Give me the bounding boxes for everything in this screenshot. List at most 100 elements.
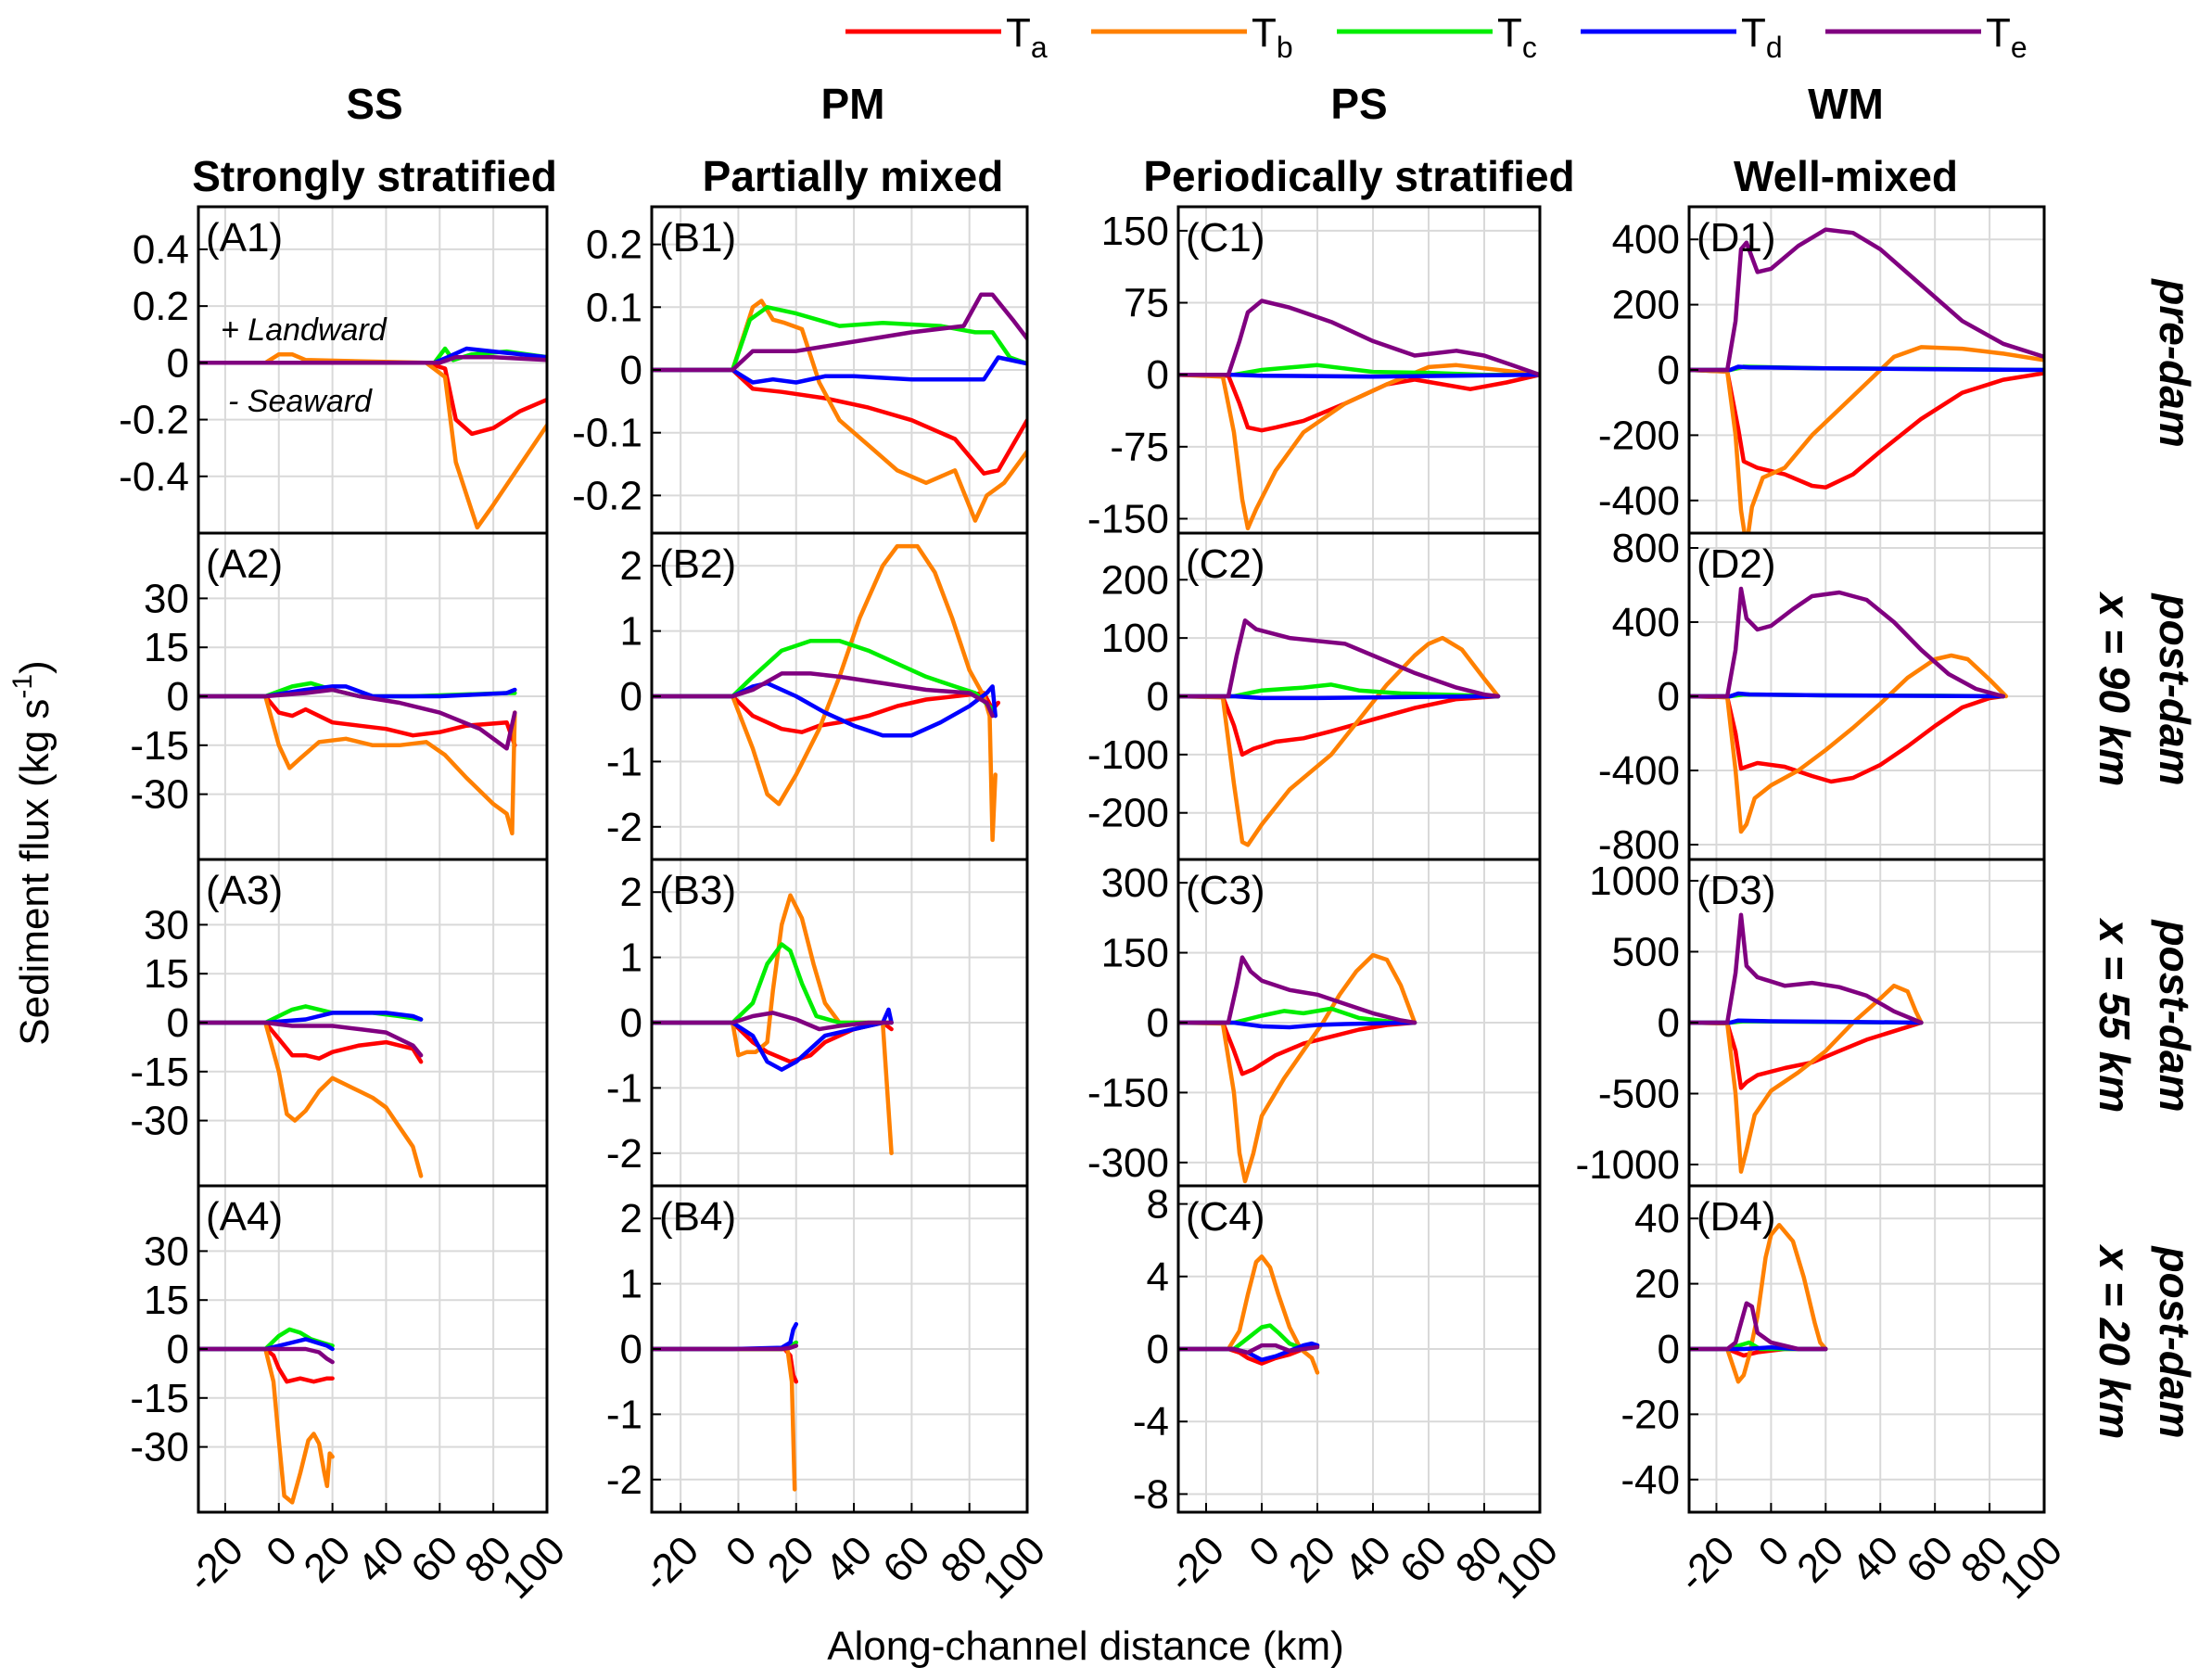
panel-frame-c4 — [1176, 1184, 1542, 1514]
series-group-d1 — [1689, 227, 2044, 533]
y-tick-label: 40 — [1634, 1196, 1680, 1241]
y-tick-label: -30 — [130, 772, 189, 818]
series-ta-line — [652, 367, 1027, 476]
panel-label-b4: (B4) — [659, 1194, 736, 1240]
series-td-line — [652, 355, 1027, 385]
y-axis-label-sup: -1 — [7, 674, 38, 699]
series-tb-line — [198, 1346, 335, 1505]
y-tick-label: 0 — [620, 674, 642, 719]
y-tick-label: 15 — [144, 951, 189, 997]
series-ta-line — [652, 691, 1001, 734]
y-tick-label: -400 — [1598, 478, 1680, 524]
series-ta-line — [1689, 1020, 1924, 1090]
y-tick-label: -15 — [130, 1376, 189, 1421]
panel-frame-d4 — [1687, 1184, 2046, 1514]
x-tick-label: 100 — [1487, 1527, 1568, 1608]
row-label-x-90: x = 90 km — [2091, 591, 2139, 786]
y-tick-label: 8 — [1147, 1182, 1169, 1228]
column-title-ps: Periodically stratified — [1143, 152, 1574, 200]
x-tick-label: 60 — [874, 1527, 938, 1591]
y-tick-label: -40 — [1621, 1457, 1680, 1503]
y-tick-label: 0 — [167, 674, 189, 719]
legend-label: T — [1986, 10, 2011, 56]
y-tick-label: -150 — [1087, 1070, 1169, 1115]
panel-label-b1: (B1) — [659, 215, 736, 261]
series-te-line — [1689, 912, 1924, 1025]
x-tick-label: 0 — [258, 1527, 306, 1575]
y-tick-label: -1 — [606, 1065, 642, 1111]
series-tb-line — [1689, 653, 2009, 834]
y-tick-label: 0 — [167, 340, 189, 386]
row-label-pre-dam: pre-dam — [2151, 277, 2199, 447]
y-tick-label: 500 — [1612, 929, 1680, 974]
y-axis-label: Sediment flux (kg s-1) — [7, 660, 57, 1046]
legend-sub: c — [1522, 31, 1537, 64]
series-group-b2 — [652, 543, 1001, 843]
svg-text:Tb: Tb — [1252, 10, 1293, 64]
y-tick-label: -0.2 — [572, 473, 642, 518]
series-group-c3 — [1178, 952, 1417, 1184]
legend-sub: d — [1766, 31, 1783, 64]
series-tc-line — [1178, 1006, 1417, 1025]
series-group-c2 — [1178, 618, 1501, 847]
y-tick-label: -150 — [1087, 496, 1169, 541]
column-abbr-ss: SS — [346, 80, 402, 128]
series-ta-line — [1178, 1020, 1417, 1076]
legend-sub: b — [1277, 31, 1293, 64]
series-ta-line — [1689, 367, 2044, 490]
annotation-seaward: - Seaward — [228, 384, 373, 419]
series-te-line — [1689, 1301, 1828, 1352]
series-te-line — [652, 671, 995, 719]
series-ta-line — [198, 1346, 335, 1384]
y-tick-label: 0 — [620, 348, 642, 393]
series-ta-line — [1178, 694, 1501, 757]
y-tick-label: 0 — [1147, 1327, 1169, 1372]
y-tick-label: 0 — [167, 1327, 189, 1372]
series-group-b1 — [652, 292, 1027, 523]
legend-label: T — [1252, 10, 1277, 56]
series-ta-line — [198, 1020, 424, 1064]
y-tick-label: -1000 — [1575, 1142, 1680, 1188]
y-tick-label: 0 — [620, 1000, 642, 1046]
y-axis-label-main: Sediment flux (kg s — [12, 699, 57, 1046]
x-tick-label: -20 — [1670, 1527, 1744, 1601]
y-tick-label: 0 — [1658, 1000, 1680, 1046]
series-tc-line — [652, 638, 995, 712]
series-td-line — [1689, 691, 2006, 699]
series-te-line — [652, 292, 1027, 373]
svg-text:Td: Td — [1741, 10, 1783, 64]
x-tick-label: 0 — [718, 1527, 766, 1575]
svg-text:Te: Te — [1986, 10, 2027, 64]
y-tick-label: 1 — [620, 609, 642, 655]
y-tick-label: 150 — [1101, 209, 1169, 254]
y-tick-label: 0 — [1658, 348, 1680, 393]
series-td-line — [652, 681, 998, 738]
y-tick-label: -15 — [130, 723, 189, 769]
y-tick-label: -500 — [1598, 1072, 1680, 1117]
row-label-x-55: x = 55 km — [2091, 917, 2139, 1113]
column-abbr-wm: WM — [1808, 80, 1884, 128]
y-tick-label: 400 — [1612, 600, 1680, 645]
series-tb-line — [1689, 983, 1924, 1174]
series-tb-line — [1689, 1222, 1828, 1384]
column-title-pm: Partially mixed — [703, 152, 1004, 200]
y-tick-label: 0 — [1658, 674, 1680, 719]
series-ta-line — [198, 694, 517, 748]
series-tc-line — [652, 942, 894, 1025]
series-tc-line — [652, 305, 1027, 373]
row-label-x-20: x = 20 km — [2091, 1243, 2139, 1439]
y-tick-label: 0.2 — [586, 223, 642, 268]
column-title-wm: Well-mixed — [1734, 152, 1958, 200]
y-tick-label: 2 — [620, 1196, 642, 1241]
y-tick-label: 1 — [620, 935, 642, 981]
series-te-line — [1178, 1343, 1320, 1355]
series-tb-line — [1689, 345, 2044, 533]
series-td-line — [652, 1321, 799, 1352]
row-label-post-dam-90: post-dam — [2151, 592, 2199, 786]
y-axis-label-tail: ) — [12, 660, 57, 674]
x-tick-label: 100 — [1991, 1527, 2072, 1608]
y-tick-label: -1 — [606, 1392, 642, 1437]
y-tick-label: -1 — [606, 739, 642, 784]
y-tick-label: 0 — [1658, 1327, 1680, 1372]
